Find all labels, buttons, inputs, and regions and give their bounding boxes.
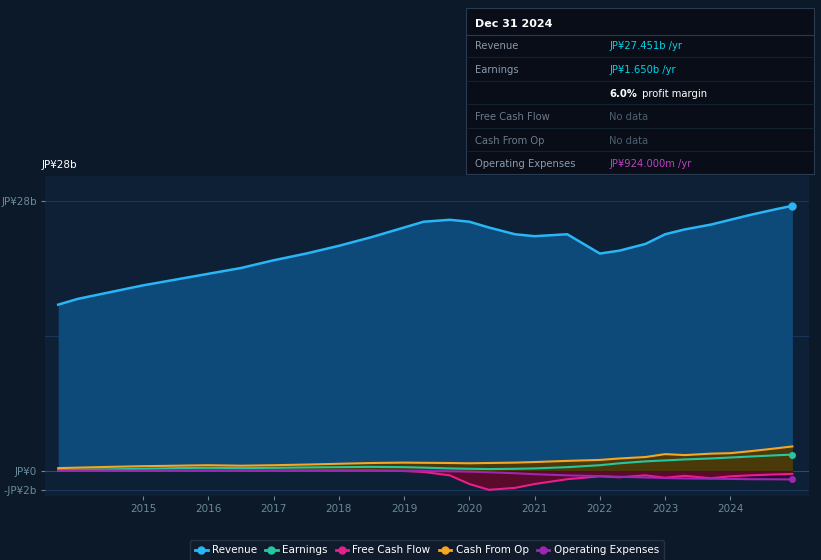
Text: Free Cash Flow: Free Cash Flow bbox=[475, 112, 550, 122]
Text: Earnings: Earnings bbox=[475, 65, 519, 75]
Text: No data: No data bbox=[609, 136, 649, 146]
Text: Operating Expenses: Operating Expenses bbox=[475, 159, 576, 169]
Text: Cash From Op: Cash From Op bbox=[475, 136, 545, 146]
Text: JP¥924.000m /yr: JP¥924.000m /yr bbox=[609, 159, 691, 169]
Text: JP¥28b: JP¥28b bbox=[41, 160, 77, 170]
Text: 6.0%: 6.0% bbox=[609, 88, 637, 99]
Legend: Revenue, Earnings, Free Cash Flow, Cash From Op, Operating Expenses: Revenue, Earnings, Free Cash Flow, Cash … bbox=[190, 540, 664, 560]
Text: Dec 31 2024: Dec 31 2024 bbox=[475, 19, 553, 29]
Text: JP¥1.650b /yr: JP¥1.650b /yr bbox=[609, 65, 676, 75]
Text: No data: No data bbox=[609, 112, 649, 122]
Text: Revenue: Revenue bbox=[475, 41, 519, 52]
Text: profit margin: profit margin bbox=[639, 88, 707, 99]
Text: JP¥27.451b /yr: JP¥27.451b /yr bbox=[609, 41, 682, 52]
